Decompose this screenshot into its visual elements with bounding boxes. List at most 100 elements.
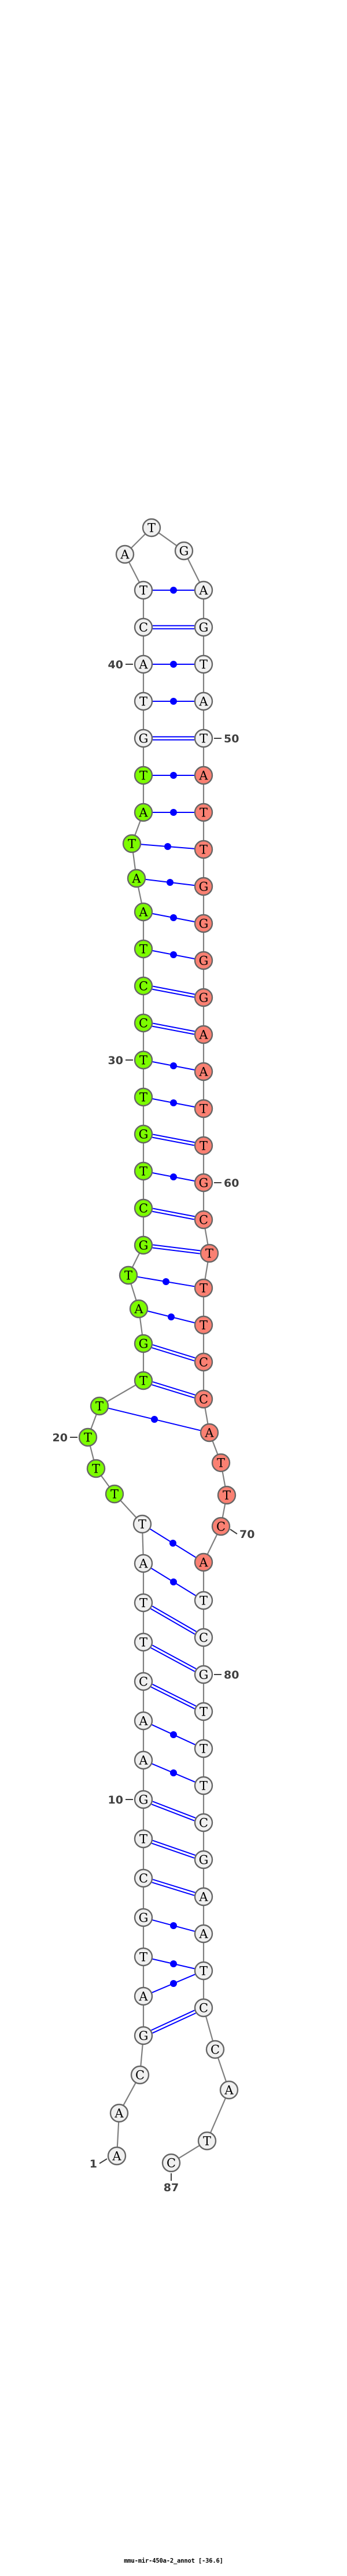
- nucleotide-circle[interactable]: [134, 1087, 153, 1107]
- nucleotide-circle[interactable]: [194, 691, 213, 711]
- nucleotide-circle[interactable]: [194, 1739, 213, 1758]
- nucleotide[interactable]: C: [134, 617, 153, 637]
- nucleotide[interactable]: A: [194, 691, 213, 711]
- nucleotide-circle[interactable]: [194, 1552, 213, 1572]
- nucleotide[interactable]: T: [134, 1087, 153, 1107]
- nucleotide-circle[interactable]: [134, 1554, 153, 1573]
- nucleotide-circle[interactable]: [142, 518, 161, 538]
- nucleotide[interactable]: C: [194, 1210, 213, 1230]
- nucleotide[interactable]: T: [134, 1371, 153, 1390]
- nucleotide[interactable]: T: [132, 1514, 152, 1534]
- nucleotide[interactable]: G: [194, 617, 213, 637]
- nucleotide-circle[interactable]: [194, 617, 213, 637]
- nucleotide[interactable]: G: [134, 2026, 153, 2045]
- nucleotide-circle[interactable]: [174, 541, 194, 561]
- nucleotide[interactable]: T: [194, 1315, 213, 1335]
- nucleotide-circle[interactable]: [134, 1711, 153, 1731]
- nucleotide[interactable]: T: [194, 1591, 213, 1610]
- nucleotide-circle[interactable]: [134, 1235, 153, 1255]
- nucleotide[interactable]: A: [134, 902, 153, 922]
- nucleotide-circle[interactable]: [194, 1961, 213, 1981]
- nucleotide-circle[interactable]: [194, 1352, 213, 1372]
- nucleotide-circle[interactable]: [134, 1868, 153, 1888]
- nucleotide-circle[interactable]: [194, 803, 213, 822]
- nucleotide[interactable]: G: [134, 728, 153, 748]
- nucleotide[interactable]: A: [134, 1554, 153, 1573]
- nucleotide[interactable]: A: [200, 1423, 219, 1442]
- nucleotide-circle[interactable]: [134, 1908, 153, 1927]
- nucleotide-circle[interactable]: [129, 1299, 149, 1319]
- nucleotide[interactable]: A: [134, 654, 153, 674]
- nucleotide-circle[interactable]: [194, 1850, 213, 1870]
- nucleotide[interactable]: T: [211, 1453, 231, 1473]
- nucleotide[interactable]: T: [134, 939, 153, 959]
- nucleotide[interactable]: G: [134, 1334, 153, 1353]
- nucleotide[interactable]: T: [119, 1265, 138, 1285]
- nucleotide[interactable]: T: [134, 1947, 153, 1967]
- nucleotide[interactable]: T: [194, 1739, 213, 1758]
- nucleotide[interactable]: T: [86, 1459, 106, 1478]
- nucleotide[interactable]: T: [197, 2131, 217, 2151]
- nucleotide[interactable]: T: [134, 691, 153, 711]
- nucleotide[interactable]: G: [194, 1665, 213, 1684]
- nucleotide-circle[interactable]: [134, 976, 153, 996]
- nucleotide[interactable]: C: [161, 2153, 181, 2173]
- nucleotide-circle[interactable]: [194, 728, 213, 748]
- nucleotide[interactable]: G: [134, 1790, 153, 1809]
- nucleotide[interactable]: T: [134, 1632, 153, 1652]
- nucleotide-circle[interactable]: [194, 1887, 213, 1907]
- nucleotide-circle[interactable]: [134, 803, 153, 822]
- nucleotide[interactable]: T: [194, 803, 213, 822]
- nucleotide[interactable]: T: [194, 840, 213, 859]
- nucleotide[interactable]: C: [130, 2065, 150, 2085]
- nucleotide-circle[interactable]: [115, 544, 135, 564]
- nucleotide[interactable]: A: [109, 2103, 129, 2123]
- nucleotide-circle[interactable]: [132, 1514, 152, 1534]
- nucleotide-circle[interactable]: [134, 1593, 153, 1613]
- nucleotide-circle[interactable]: [194, 877, 213, 896]
- nucleotide[interactable]: C: [194, 1998, 213, 2018]
- nucleotide-circle[interactable]: [211, 1517, 231, 1536]
- nucleotide-circle[interactable]: [134, 1947, 153, 1967]
- nucleotide[interactable]: T: [134, 1593, 153, 1613]
- nucleotide-circle[interactable]: [134, 1334, 153, 1353]
- nucleotide[interactable]: G: [134, 1908, 153, 1927]
- nucleotide-circle[interactable]: [194, 654, 213, 674]
- nucleotide[interactable]: T: [78, 1427, 98, 1447]
- nucleotide[interactable]: G: [174, 541, 194, 561]
- nucleotide-circle[interactable]: [119, 1265, 138, 1285]
- nucleotide[interactable]: T: [122, 834, 142, 853]
- nucleotide[interactable]: T: [134, 580, 153, 600]
- nucleotide[interactable]: G: [134, 1235, 153, 1255]
- nucleotide-circle[interactable]: [194, 1210, 213, 1230]
- nucleotide-circle[interactable]: [194, 1924, 213, 1944]
- nucleotide[interactable]: C: [194, 1628, 213, 1647]
- nucleotide-circle[interactable]: [194, 914, 213, 933]
- nucleotide[interactable]: C: [211, 1517, 231, 1536]
- nucleotide-circle[interactable]: [134, 1790, 153, 1809]
- nucleotide[interactable]: A: [194, 1062, 213, 1081]
- nucleotide[interactable]: T: [194, 1776, 213, 1795]
- nucleotide-circle[interactable]: [194, 840, 213, 859]
- nucleotide[interactable]: C: [194, 1352, 213, 1372]
- nucleotide-circle[interactable]: [194, 1702, 213, 1721]
- nucleotide[interactable]: T: [200, 1243, 219, 1263]
- nucleotide-circle[interactable]: [134, 1986, 153, 2006]
- nucleotide[interactable]: T: [194, 1961, 213, 1981]
- nucleotide-circle[interactable]: [134, 654, 153, 674]
- nucleotide[interactable]: T: [90, 1396, 109, 1416]
- nucleotide[interactable]: C: [194, 1389, 213, 1409]
- nucleotide[interactable]: A: [129, 1299, 149, 1319]
- nucleotide-circle[interactable]: [134, 2026, 153, 2045]
- nucleotide-circle[interactable]: [161, 2153, 181, 2173]
- nucleotide[interactable]: T: [194, 654, 213, 674]
- nucleotide-circle[interactable]: [194, 766, 213, 785]
- nucleotide[interactable]: T: [194, 1099, 213, 1118]
- nucleotide-circle[interactable]: [134, 728, 153, 748]
- nucleotide[interactable]: G: [194, 1173, 213, 1193]
- nucleotide-circle[interactable]: [219, 2080, 239, 2100]
- nucleotide-circle[interactable]: [127, 869, 146, 888]
- nucleotide[interactable]: A: [134, 803, 153, 822]
- nucleotide-circle[interactable]: [200, 1243, 219, 1263]
- nucleotide-circle[interactable]: [194, 951, 213, 970]
